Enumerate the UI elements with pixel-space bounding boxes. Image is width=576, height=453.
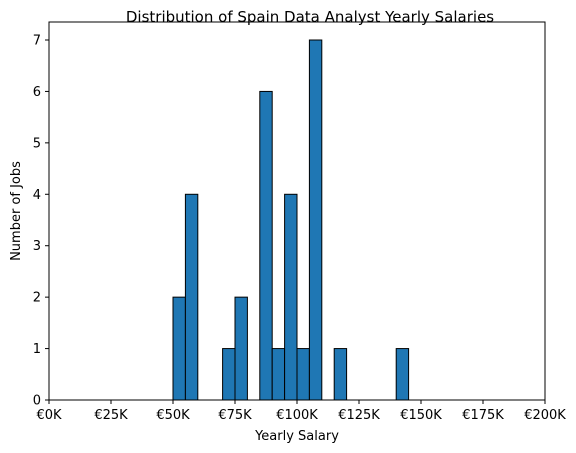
y-axis-label: Number of Jobs: [9, 161, 24, 261]
histogram-bar: [333, 348, 348, 401]
y-tick-label: 5: [33, 136, 41, 151]
histogram-bar: [308, 39, 323, 401]
histogram-bar: [271, 348, 286, 401]
x-tick-label: €150K: [400, 408, 442, 423]
y-tick-label: 4: [33, 188, 41, 203]
x-tick-label: €0K: [36, 408, 62, 423]
y-tick-label: 3: [33, 239, 41, 254]
x-tick-label: €200K: [524, 408, 566, 423]
histogram-bar: [222, 348, 236, 401]
y-tick-label: 6: [33, 85, 41, 100]
x-tick-label: €75K: [218, 408, 252, 423]
histogram-bar: [284, 193, 298, 401]
histogram-bar: [172, 296, 186, 401]
chart-title: Distribution of Spain Data Analyst Yearl…: [126, 8, 494, 26]
bars-group: [172, 39, 410, 401]
x-tick-label: €125K: [338, 408, 380, 423]
x-tick-label: €100K: [276, 408, 318, 423]
x-tick-label: €25K: [94, 408, 128, 423]
plot-frame: [48, 21, 546, 401]
histogram-bar: [296, 348, 310, 401]
histogram-bar: [395, 348, 410, 401]
histogram-bar: [234, 296, 248, 401]
x-tick-label: €50K: [156, 408, 190, 423]
y-tick-label: 0: [33, 394, 41, 409]
y-tick-label: 7: [33, 34, 41, 49]
ticks-group: €0K €25K €50K €75K €100K €125K €150K €175K €200K…: [33, 34, 567, 424]
x-axis-label: Yearly Salary: [254, 429, 339, 444]
y-tick-label: 2: [33, 291, 41, 306]
histogram-bar: [259, 90, 273, 401]
y-tick-label: 1: [33, 342, 41, 357]
x-tick-label: €175K: [462, 408, 504, 423]
histogram-bar: [184, 193, 199, 401]
